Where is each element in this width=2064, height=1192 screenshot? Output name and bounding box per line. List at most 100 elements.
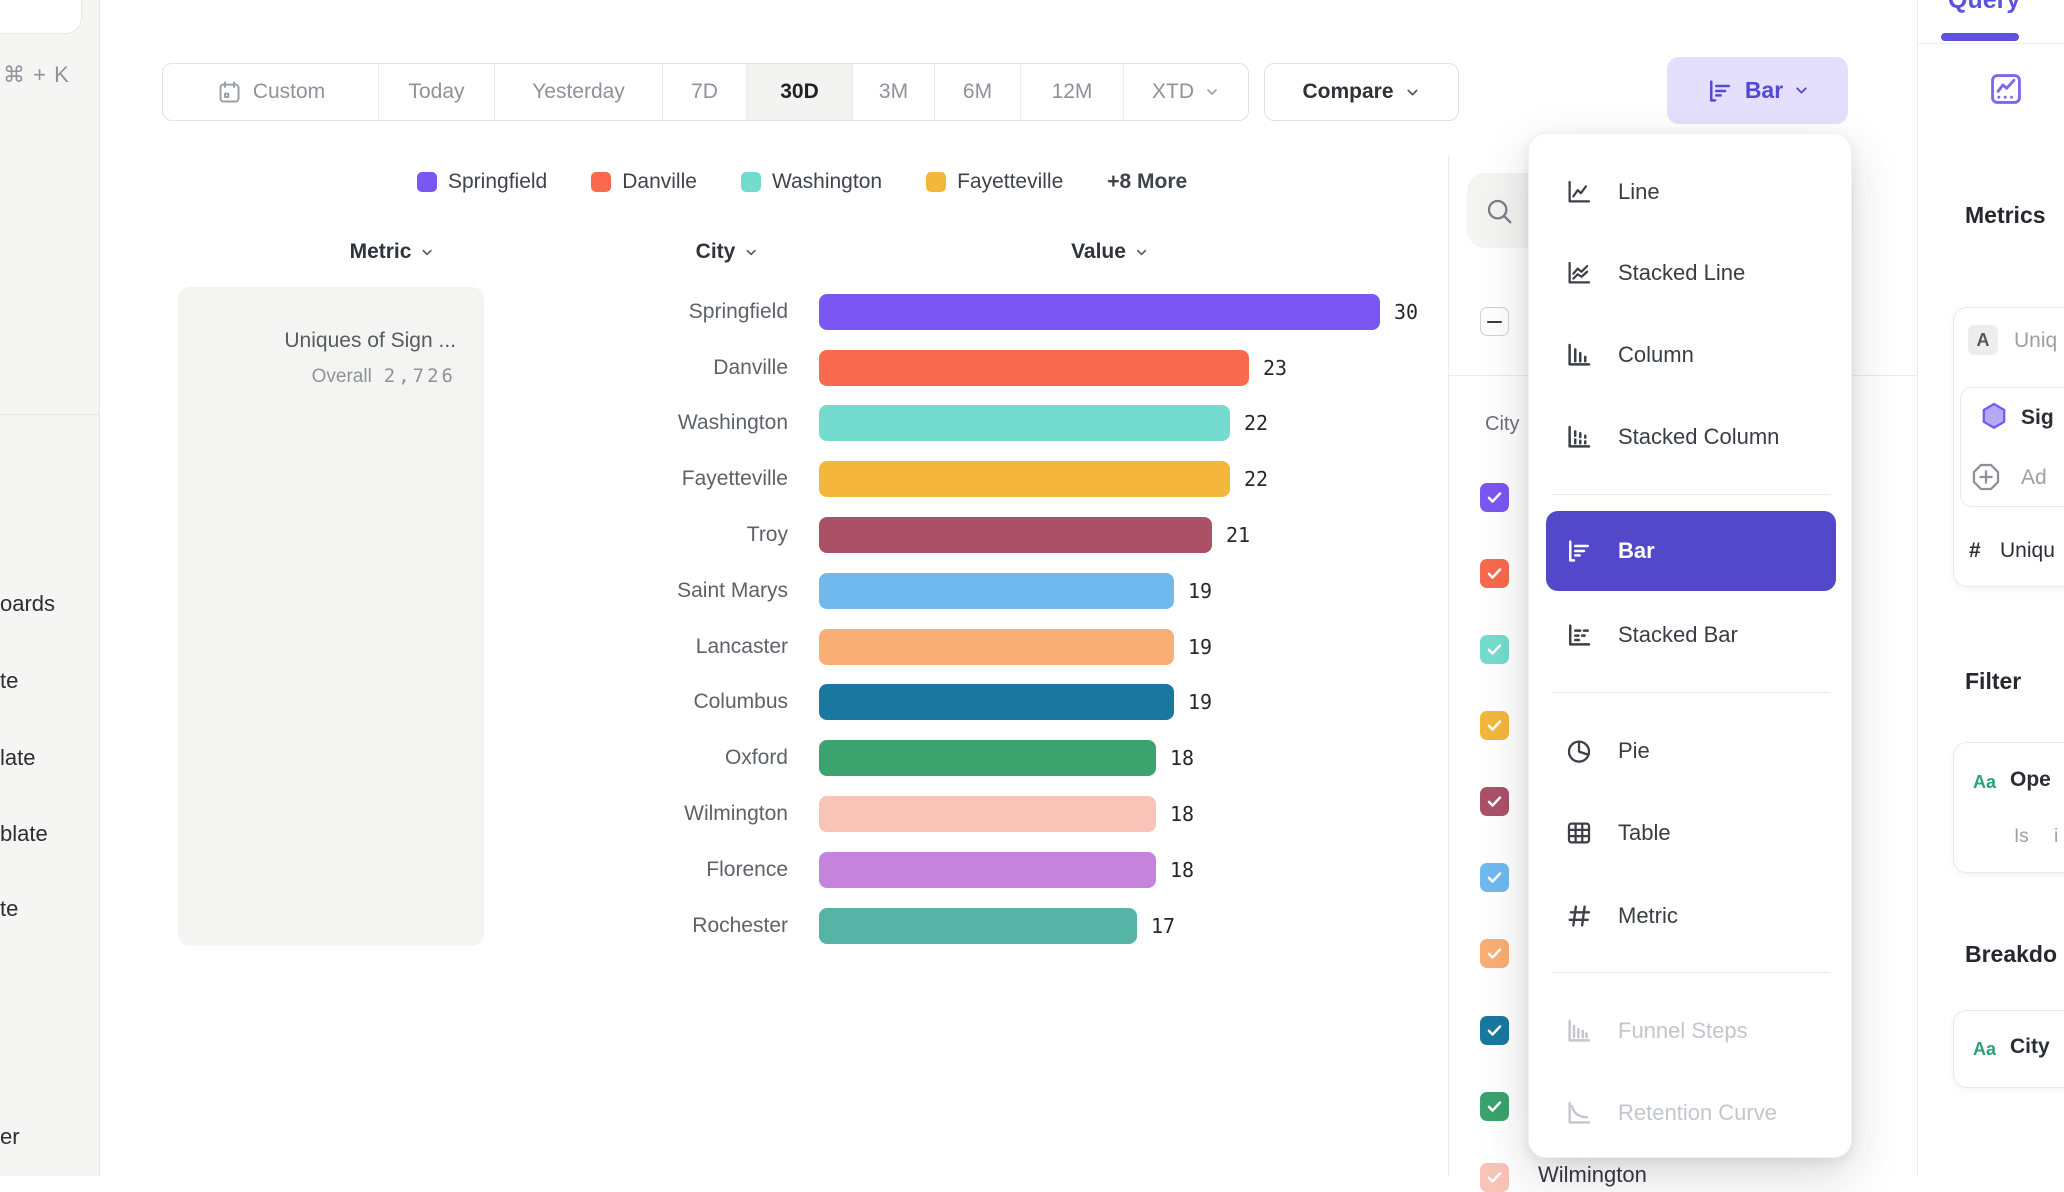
menu-item-column[interactable]: Column bbox=[1529, 327, 1851, 383]
bar-florence[interactable] bbox=[819, 851, 1156, 888]
menu-item-table[interactable]: Table bbox=[1529, 805, 1851, 861]
check-icon bbox=[1487, 872, 1502, 883]
sidebar-item-4[interactable]: te bbox=[0, 896, 19, 921]
bar-danville[interactable] bbox=[819, 349, 1249, 386]
chart-row: Troy 21 bbox=[100, 507, 1448, 563]
select-all-checkbox-indeterminate[interactable] bbox=[1480, 307, 1509, 336]
bar-rochester[interactable] bbox=[819, 907, 1137, 944]
range-yesterday[interactable]: Yesterday bbox=[495, 64, 663, 120]
panel-divider bbox=[1448, 155, 1449, 1176]
property-type-badge: Aa bbox=[1973, 772, 1997, 792]
checkbox-lancaster[interactable] bbox=[1480, 939, 1509, 968]
sidebar-item-3[interactable]: blate bbox=[0, 821, 48, 846]
stacked-bar-chart-icon bbox=[1569, 624, 1591, 646]
breakdown-item-wilmington[interactable]: Wilmington bbox=[1538, 1162, 1647, 1187]
range-today[interactable]: Today bbox=[379, 64, 495, 120]
menu-divider bbox=[1552, 972, 1830, 973]
legend-item[interactable]: Washington bbox=[740, 170, 882, 194]
checkbox-wilmington[interactable] bbox=[1480, 1163, 1509, 1192]
filter-value[interactable]: i bbox=[2054, 826, 2059, 847]
range-6m[interactable]: 6M bbox=[935, 64, 1021, 120]
check-icon bbox=[1487, 644, 1502, 655]
checkbox-danville[interactable] bbox=[1480, 559, 1509, 588]
checkbox-oxford[interactable] bbox=[1480, 1092, 1509, 1121]
metrics-card[interactable]: A Uniq Sig Ad # Uniqu bbox=[1953, 307, 2064, 587]
uniques-label[interactable]: Uniqu bbox=[2000, 539, 2055, 562]
add-filter-icon[interactable] bbox=[1969, 460, 2003, 494]
range-custom[interactable]: Custom bbox=[163, 64, 379, 120]
menu-item-line[interactable]: Line bbox=[1529, 164, 1851, 220]
check-icon bbox=[1487, 568, 1502, 579]
chart-row: Springfield 30 bbox=[100, 284, 1448, 340]
chevron-down-icon bbox=[1406, 89, 1418, 95]
column-header-city[interactable]: City bbox=[696, 240, 759, 264]
bar-washington[interactable] bbox=[819, 405, 1230, 442]
sidebar-item-boards[interactable]: oards bbox=[0, 591, 56, 616]
chart-type-button[interactable]: Bar bbox=[1667, 57, 1848, 124]
checkbox-troy[interactable] bbox=[1480, 787, 1509, 816]
metric-panel[interactable]: Uniques of Sign ... Overall 2,726 bbox=[178, 287, 484, 946]
breakdown-card[interactable]: Aa City bbox=[1953, 1010, 2064, 1088]
range-7d[interactable]: 7D bbox=[663, 64, 747, 120]
tab-query[interactable]: Query bbox=[1948, 0, 2021, 14]
calendar-icon bbox=[219, 80, 240, 103]
range-30d-selected[interactable]: 30D bbox=[747, 64, 853, 120]
sidebar-item-2[interactable]: late bbox=[0, 745, 36, 770]
bar-lancaster[interactable] bbox=[819, 628, 1174, 665]
checkbox-saint-marys[interactable] bbox=[1480, 863, 1509, 892]
legend-swatch bbox=[591, 172, 612, 192]
filter-operator[interactable]: Is bbox=[2014, 826, 2029, 847]
query-tab-underline bbox=[1941, 33, 2019, 41]
chart-type-menu: Line Stacked Line Column Stacked Column … bbox=[1528, 133, 1852, 1158]
compare-button[interactable]: Compare bbox=[1264, 63, 1459, 121]
bar-columbus[interactable] bbox=[819, 684, 1174, 721]
menu-item-pie[interactable]: Pie bbox=[1529, 723, 1851, 779]
query-panel: Query Metrics A Uniq Sig Ad # Uniqu Filt… bbox=[1917, 0, 2064, 1176]
range-xtd[interactable]: XTD bbox=[1124, 64, 1248, 120]
checkbox-washington[interactable] bbox=[1480, 635, 1509, 664]
legend-item[interactable]: Danville bbox=[591, 170, 697, 194]
bar-fayetteville[interactable] bbox=[819, 461, 1230, 498]
chart-row: Wilmington 18 bbox=[100, 786, 1448, 842]
legend-item[interactable]: Fayetteville bbox=[926, 170, 1063, 194]
bar-chart-icon bbox=[1709, 79, 1730, 102]
menu-item-stacked-column[interactable]: Stacked Column bbox=[1529, 409, 1851, 465]
menu-item-metric[interactable]: Metric bbox=[1529, 888, 1851, 944]
filter-heading: Filter bbox=[1965, 668, 2022, 694]
bar-springfield[interactable] bbox=[819, 293, 1380, 330]
event-hexagon-icon bbox=[1982, 402, 2006, 429]
checkbox-columbus[interactable] bbox=[1480, 1016, 1509, 1045]
range-3m[interactable]: 3M bbox=[853, 64, 935, 120]
line-chart-icon bbox=[1568, 180, 1591, 203]
metric-overall-value: 2,726 bbox=[383, 365, 456, 387]
menu-item-bar-selected[interactable]: Bar bbox=[1546, 511, 1836, 591]
column-header-value[interactable]: Value bbox=[1071, 240, 1149, 264]
sidebar-item-5[interactable]: er bbox=[0, 1124, 20, 1149]
column-header-metric[interactable]: Metric bbox=[350, 240, 435, 264]
bar-wilmington[interactable] bbox=[819, 796, 1156, 833]
menu-item-stacked-line[interactable]: Stacked Line bbox=[1529, 245, 1851, 301]
sidebar-search-box[interactable] bbox=[0, 0, 82, 34]
filter-card[interactable]: Aa Ope Is i bbox=[1953, 742, 2064, 873]
checkbox-springfield[interactable] bbox=[1480, 483, 1509, 512]
chevron-down-icon bbox=[1207, 89, 1217, 95]
chevron-down-icon bbox=[1136, 249, 1146, 255]
menu-item-stacked-bar[interactable]: Stacked Bar bbox=[1529, 607, 1851, 663]
date-range-control: Custom Today Yesterday 7D 30D 3M 6M 12M … bbox=[162, 63, 1249, 121]
legend-item[interactable]: Springfield bbox=[417, 170, 547, 194]
legend-more[interactable]: +8 More bbox=[1107, 170, 1188, 193]
insights-chart-icon[interactable] bbox=[1987, 70, 2025, 108]
hash-icon bbox=[1568, 905, 1591, 927]
stacked-column-chart-icon bbox=[1568, 425, 1591, 448]
bar-troy[interactable] bbox=[819, 517, 1212, 554]
breakdown-column-header: City bbox=[1485, 413, 1520, 435]
range-12m[interactable]: 12M bbox=[1021, 64, 1124, 120]
legend-swatch bbox=[740, 172, 761, 192]
event-card[interactable]: Sig Ad bbox=[1960, 387, 2064, 507]
bar-oxford[interactable] bbox=[819, 740, 1156, 777]
sidebar-item-1[interactable]: te bbox=[0, 668, 19, 693]
bar-saint-marys[interactable] bbox=[819, 572, 1174, 609]
checkbox-fayetteville[interactable] bbox=[1480, 711, 1509, 740]
check-icon bbox=[1487, 720, 1502, 731]
column-chart-icon bbox=[1568, 343, 1591, 366]
